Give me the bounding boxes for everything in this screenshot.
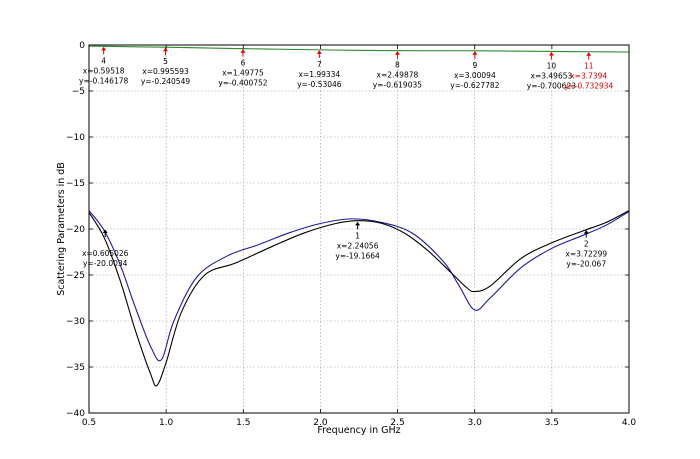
marker-y-readout: y=-0.146178: [79, 76, 128, 85]
marker-arrow-head: [583, 230, 589, 234]
marker-y-readout: y=-0.627782: [450, 81, 499, 90]
y-axis-label: Scattering Parameters in dB: [56, 162, 67, 296]
marker-y-readout: y=-0.700623: [527, 81, 576, 90]
marker-x-readout: x=3.00094: [454, 71, 496, 80]
y-tick-label: −10: [66, 133, 85, 143]
marker-arrow-head: [472, 51, 478, 55]
y-tick-label: −5: [72, 87, 85, 97]
x-tick-label: 3.0: [468, 418, 483, 428]
marker-y-readout: y=-19.1664: [335, 251, 380, 260]
x-tick-label: 3.5: [545, 418, 559, 428]
marker-x-readout: x=1.99334: [298, 70, 340, 79]
x-tick-label: 0.5: [82, 418, 96, 428]
marker-y-readout: y=-20.067: [566, 260, 606, 269]
marker-y-readout: y=-0.240549: [141, 77, 190, 86]
marker-id: 8: [395, 61, 400, 70]
x-tick-label: 1.0: [159, 418, 174, 428]
marker-y-readout: y=-20.0034: [83, 259, 128, 268]
marker-arrow-head: [548, 51, 554, 56]
tick-layer: 0.5 1.0 1.5 2.0 2.5 3.0 3.5 4.0 0 −5 −10 −15 −20 −25 −…: [66, 41, 636, 428]
marker-y-readout: y=-0.732934: [564, 82, 613, 91]
marker-x-readout: x=1.49775: [222, 69, 264, 78]
y-tick-label: −25: [66, 271, 85, 281]
y-tick-label: −30: [66, 317, 85, 327]
marker-id: 4: [101, 56, 106, 65]
series-line-black: [88, 210, 630, 387]
x-tick-label: 1.5: [236, 418, 250, 428]
x-tick-label: 2.0: [313, 418, 328, 428]
marker-y-readout: y=-0.53046: [297, 80, 342, 89]
y-tick-label: −15: [66, 179, 85, 189]
y-tick-label: −35: [66, 363, 85, 373]
marker-id: 6: [241, 59, 246, 68]
marker-arrow-head: [101, 46, 107, 51]
y-tick-label: −40: [66, 409, 85, 419]
marker-y-readout: y=-0.619035: [373, 81, 422, 90]
y-tick-label: −20: [66, 225, 85, 235]
marker-arrow-head: [163, 47, 169, 52]
marker-y-readout: y=-0.400752: [218, 79, 267, 88]
marker-id: 7: [317, 60, 322, 69]
marker-id: 1: [355, 231, 360, 240]
marker-arrow-head: [240, 49, 246, 53]
y-tick-label: 0: [79, 41, 85, 51]
marker-x-readout: x=3.72299: [565, 250, 607, 259]
marker-x-readout: x=0.995593: [142, 67, 189, 76]
marker-x-readout: x=3.49653: [531, 71, 573, 80]
marker-x-readout: x=2.24056: [337, 241, 379, 250]
x-tick-label: 4.0: [622, 418, 637, 428]
marker-id: 5: [163, 57, 168, 66]
marker-arrow-head: [102, 229, 108, 233]
marker-x-readout: x=0.605026: [82, 249, 129, 258]
marker-x-readout: x=0.59518: [83, 66, 125, 75]
marker-x-readout: x=2.49878: [377, 71, 419, 80]
marker-x-readout: x=3.7394: [570, 72, 607, 81]
x-axis-label: Frequency in GHz: [317, 425, 400, 436]
marker-id: 10: [547, 61, 557, 70]
marker-id: 2: [584, 240, 589, 249]
marker-arrow-head: [586, 52, 592, 56]
marker-arrow-head: [316, 50, 322, 54]
marker-id: 11: [584, 62, 594, 71]
series-line-blue: [88, 210, 630, 362]
series-line-green: [88, 45, 630, 53]
marker-arrow-head: [394, 51, 400, 55]
marker-id: 9: [472, 61, 477, 70]
marker-arrow-head: [355, 221, 361, 226]
x-tick-label: 2.5: [390, 418, 404, 428]
series-layer: [88, 45, 630, 387]
